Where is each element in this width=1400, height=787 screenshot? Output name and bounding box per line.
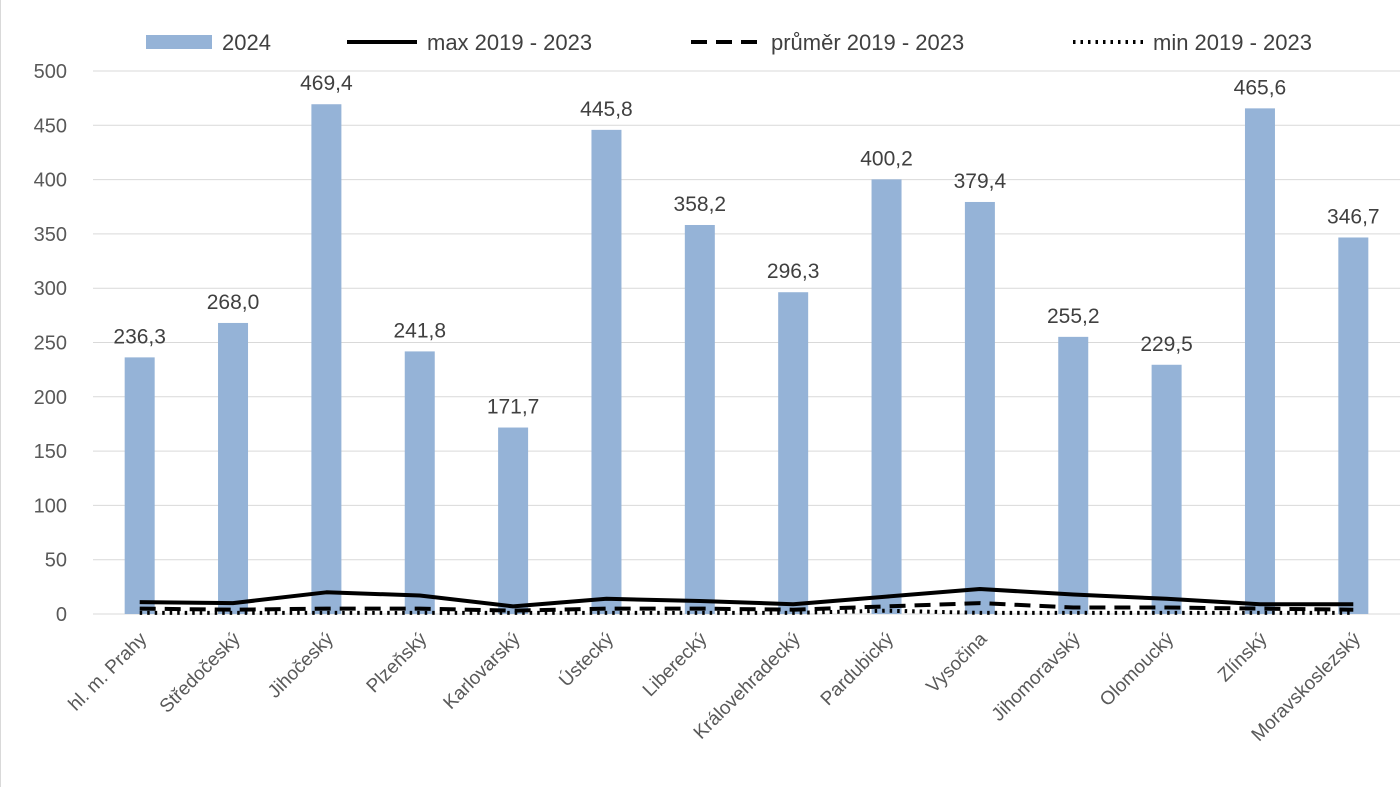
y-tick-label: 300 [34, 278, 67, 300]
y-axis-ticks: 0 50 100 150 200 250 300 350 400 450 500 [34, 61, 67, 626]
data-label: 236,3 [113, 325, 166, 348]
data-label: 229,5 [1140, 333, 1193, 356]
y-tick-label: 250 [34, 333, 67, 355]
legend-label: průměr 2019 - 2023 [771, 30, 964, 55]
legend-item: 2024 [146, 30, 271, 55]
series-line-solid [139, 587, 1354, 609]
x-tick-label: Karlovarský [440, 628, 525, 713]
y-tick-label: 150 [34, 441, 67, 463]
x-tick-label: hl. m. Prahy [65, 628, 152, 715]
x-tick-label: Olomoucký [1096, 628, 1178, 710]
bar [1244, 108, 1275, 614]
x-tick-label: Vysočina [923, 628, 992, 697]
series-line-dashed [139, 601, 1354, 613]
x-tick-label: Plzeňský [363, 628, 432, 697]
data-label: 465,6 [1234, 76, 1287, 99]
reference-lines [139, 587, 1354, 615]
x-tick-label: Zlínský [1214, 628, 1272, 686]
data-label: 346,7 [1327, 205, 1380, 228]
legend-label: max 2019 - 2023 [427, 30, 592, 55]
bar [218, 322, 249, 614]
legend: 2024 max 2019 - 2023 průměr 2019 - 2023 min… [146, 30, 1312, 55]
bar [124, 357, 155, 614]
legend-swatch [146, 35, 212, 49]
data-label: 296,3 [767, 260, 820, 283]
bar [871, 179, 902, 614]
data-label: 379,4 [954, 170, 1007, 193]
data-label: 171,7 [487, 396, 540, 419]
legend-item: průměr 2019 - 2023 [691, 30, 964, 55]
x-tick-label: Jihočeský [264, 628, 338, 702]
y-tick-label: 350 [34, 224, 67, 246]
legend-item: min 2019 - 2023 [1073, 30, 1312, 55]
bar [311, 104, 342, 614]
y-tick-label: 400 [34, 170, 67, 192]
y-tick-label: 200 [34, 387, 67, 409]
y-tick-label: 50 [45, 550, 67, 572]
x-tick-label: Ústecký [555, 628, 619, 692]
bars-2024 [124, 104, 1369, 614]
legend-label: min 2019 - 2023 [1153, 30, 1312, 55]
x-tick-label: Středočeský [156, 628, 245, 717]
bar [498, 427, 529, 614]
y-tick-label: 100 [34, 495, 67, 517]
bar [684, 224, 715, 614]
bar [1338, 237, 1369, 614]
y-tick-label: 500 [34, 61, 67, 83]
bar [964, 201, 995, 614]
data-label: 268,0 [207, 291, 260, 314]
data-label: 241,8 [393, 319, 446, 342]
bar [404, 351, 435, 614]
bar [1151, 364, 1182, 614]
y-tick-label: 0 [56, 604, 67, 626]
bar [1058, 336, 1089, 614]
x-tick-label: Jihomoravský [988, 628, 1085, 725]
x-axis-ticks: hl. m. Prahy Středočeský Jihočeský Plzeňský… [65, 628, 1366, 746]
gridlines [93, 70, 1400, 615]
data-label: 469,4 [300, 72, 353, 95]
data-label: 358,2 [674, 193, 727, 216]
legend-label: 2024 [222, 30, 271, 55]
data-labels: 236,3 268,0 469,4 241,8 171,7 445,8 358,2 296,3… [113, 72, 1379, 418]
bar [778, 292, 809, 614]
data-label: 255,2 [1047, 305, 1100, 328]
x-tick-label: Liberecký [639, 628, 712, 701]
data-label: 400,2 [860, 147, 913, 170]
x-tick-label: Pardubický [817, 628, 899, 710]
data-label: 445,8 [580, 98, 633, 121]
legend-item: max 2019 - 2023 [347, 30, 592, 55]
y-tick-label: 450 [34, 115, 67, 137]
bar [591, 129, 622, 614]
